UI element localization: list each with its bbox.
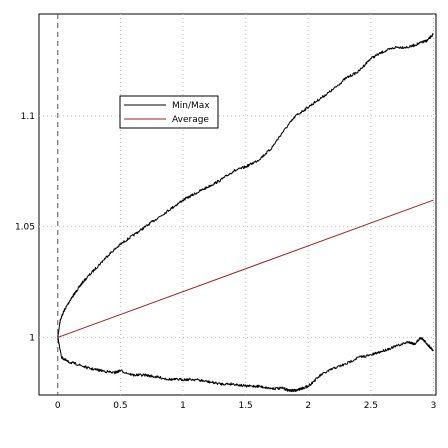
x-tick-label: 1 [180, 401, 186, 411]
legend: Min/Max Average [119, 95, 219, 129]
series-layer [57, 33, 434, 393]
y-tick-label: 1.05 [15, 223, 35, 233]
x-tick-label: 0 [55, 401, 61, 411]
ticks: 0 0.5 1 1.5 2 2.5 3 1 1.05 1.1 [15, 112, 436, 411]
y-tick-label: 1 [29, 333, 35, 343]
series-line-min [57, 336, 434, 393]
series-line-max [57, 33, 434, 338]
legend-box [119, 95, 219, 129]
x-tick-label: 2.5 [364, 401, 378, 411]
legend-label-average: Average [172, 115, 209, 125]
x-tick-label: 3 [431, 401, 437, 411]
series-line-average [57, 199, 434, 338]
x-tick-label: 0.5 [113, 401, 127, 411]
y-tick-label: 1.1 [21, 112, 35, 122]
legend-label-minmax: Min/Max [172, 101, 210, 111]
plot-frame [38, 13, 437, 396]
x-tick-label: 2 [305, 401, 311, 411]
x-tick-label: 1.5 [238, 401, 252, 411]
grid [39, 14, 436, 395]
